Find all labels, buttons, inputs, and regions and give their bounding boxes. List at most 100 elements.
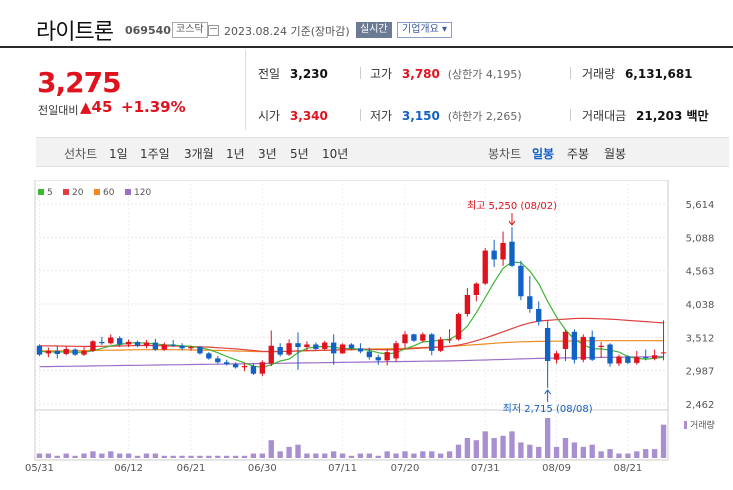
candle-body — [473, 283, 479, 295]
high-item: 고가 3,780 (상한가 4,195) — [370, 65, 522, 82]
tab-1y[interactable]: 1년 — [226, 147, 245, 161]
tab-10y[interactable]: 10년 — [322, 147, 349, 161]
low-label: 저가 — [370, 109, 393, 123]
volume-bar — [313, 453, 319, 458]
candle-body — [313, 344, 319, 349]
volume-bar — [232, 455, 239, 458]
candle-body — [651, 355, 658, 359]
candle-body — [455, 314, 462, 340]
candle-body — [437, 339, 444, 351]
y-tick-label: 5,614 — [686, 200, 715, 211]
tab-1d[interactable]: 1일 — [109, 147, 128, 161]
volume-bar — [500, 435, 506, 458]
volume-bar — [339, 453, 346, 458]
candle-body — [125, 341, 132, 345]
candle-body — [188, 347, 194, 349]
y-tick-label: 5,088 — [686, 233, 715, 244]
volume-bar — [90, 451, 96, 458]
open-label: 시가 — [258, 109, 281, 123]
tab-monthly[interactable]: 월봉 — [604, 147, 627, 161]
volume-bar — [518, 442, 524, 458]
candle-body — [446, 339, 453, 341]
y-tick-label: 2,987 — [686, 367, 715, 378]
candle-body — [161, 344, 167, 350]
price-change: ▲45 — [80, 98, 113, 116]
volume-bar — [36, 453, 43, 458]
separator — [360, 67, 361, 79]
low-arrow-head — [544, 389, 552, 395]
candle-body — [108, 337, 114, 344]
volume-bar — [117, 453, 123, 458]
volume-bar — [420, 451, 426, 458]
candle-body — [482, 250, 488, 284]
candle-body — [589, 336, 595, 360]
candle-body — [117, 338, 123, 345]
candle-body — [464, 294, 471, 315]
candle-body — [232, 364, 239, 368]
candle-body — [384, 352, 390, 361]
candle-body — [286, 343, 292, 355]
amount-label: 거래대금 — [582, 109, 627, 123]
high-value: 3,780 — [401, 67, 440, 81]
candle-body — [99, 341, 105, 344]
x-tick-label: 07/20 — [391, 463, 420, 474]
volume-bar — [402, 451, 408, 458]
volume-bar — [455, 444, 462, 458]
candle-body — [571, 331, 578, 360]
legend-swatch — [38, 189, 44, 195]
candle-body — [197, 347, 203, 354]
volume-legend-label: 거래량 — [690, 419, 715, 431]
legend-swatch — [125, 189, 131, 195]
stock-name: 라이트론 — [36, 20, 114, 45]
candle-body — [429, 334, 435, 351]
volume-bar — [143, 453, 150, 458]
amount-value: 21,203 백만 — [636, 109, 709, 123]
candle-body — [134, 341, 141, 346]
volume-bar — [437, 453, 444, 458]
candle-body — [348, 344, 355, 349]
candle-body — [224, 362, 230, 365]
tab-1w[interactable]: 1주일 — [140, 147, 170, 161]
volume-bar — [224, 455, 230, 458]
stock-code: 069540 — [125, 24, 171, 37]
tab-weekly[interactable]: 주봉 — [567, 147, 590, 161]
volume-bar — [527, 444, 533, 458]
candle-body — [322, 342, 328, 349]
candle-body — [536, 308, 542, 322]
volume-bar — [152, 453, 159, 458]
company-overview-dropdown[interactable]: 기업개요 ▾ — [397, 22, 452, 38]
volume-bar — [589, 444, 595, 458]
tab-3y[interactable]: 3년 — [258, 147, 277, 161]
y-tick-label: 4,563 — [686, 267, 715, 278]
tab-line-chart[interactable]: 선차트 — [64, 147, 98, 161]
tab-5y[interactable]: 5년 — [290, 147, 309, 161]
volume-bar — [393, 453, 399, 458]
amount-item: 거래대금 21,203 백만 — [582, 107, 709, 124]
volume-bar — [607, 449, 613, 458]
candle-body — [250, 366, 257, 374]
prev-close-value: 3,230 — [289, 67, 328, 81]
volume-bar — [616, 453, 622, 458]
realtime-button[interactable]: 실시간 — [356, 22, 392, 38]
volume-bar — [482, 431, 488, 458]
tab-candle-chart[interactable]: 봉차트 — [488, 147, 522, 161]
candle-body — [393, 343, 399, 359]
volume-bar — [179, 455, 185, 458]
candle-body — [509, 241, 515, 266]
candle-body — [357, 348, 364, 352]
candle-body — [304, 344, 310, 348]
candle-body — [72, 349, 78, 355]
volume-bar — [366, 453, 373, 458]
high-annotation: 최고 5,250 (08/02) — [467, 200, 557, 212]
tab-daily[interactable]: 일봉 — [532, 147, 555, 161]
volume-bar — [304, 453, 310, 458]
low-annotation: 최저 2,715 (08/08) — [503, 403, 593, 415]
volume-bar — [108, 451, 114, 458]
volume-bar — [580, 446, 586, 458]
candle-body — [616, 356, 622, 364]
tab-3m[interactable]: 3개월 — [184, 147, 214, 161]
stock-chart: 5,614 5,088 4,563 4,038 3,512 2,987 2,462 05/31… — [0, 179, 733, 486]
x-tick-label: 06/21 — [177, 463, 206, 474]
volume-bar — [188, 455, 194, 458]
volume-bar — [125, 453, 132, 458]
